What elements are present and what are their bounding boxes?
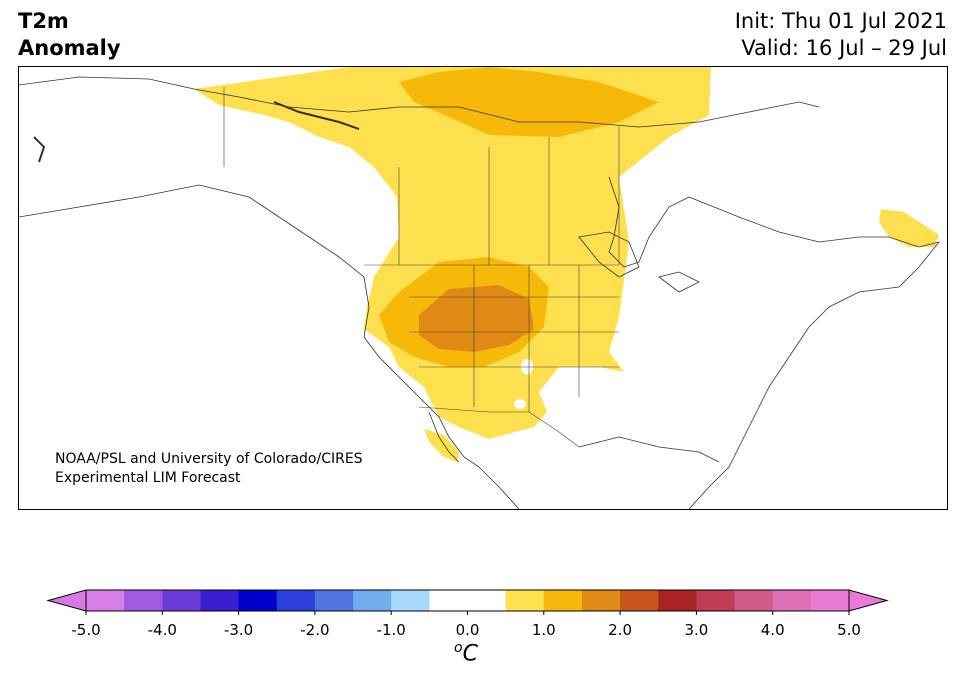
colorbar-tick-label: -1.0: [377, 621, 406, 639]
colorbar-tick-label: -4.0: [148, 621, 177, 639]
colorbar-tick-label: 5.0: [837, 621, 861, 639]
northern-rivers: [33, 101, 360, 163]
colorbar-segment: [314, 590, 354, 611]
anomaly-fill-us-hot: [419, 285, 534, 352]
colorbar-segment: [658, 590, 697, 611]
colorbar-tick-label: 0.0: [456, 621, 480, 639]
colorbar-tick-label: 3.0: [684, 621, 708, 639]
colorbar-segment: [467, 590, 507, 611]
unit-degree: o: [454, 640, 463, 656]
colorbar-segment: [810, 590, 850, 611]
valid-period: Valid: 16 Jul – 29 Jul: [741, 36, 947, 60]
coastlines: [19, 76, 941, 509]
colorbar-segment: [734, 590, 774, 611]
colorbar-segment: [200, 590, 240, 611]
colorbar: -5.0 -4.0 -3.0 -2.0 -1.0 0.0 1.0 2.0 3.0 4.0 5.0: [0, 580, 959, 680]
colorbar-segment: [238, 590, 278, 611]
colorbar-segment: [162, 590, 201, 611]
colorbar-segment: [772, 590, 812, 611]
colorbar-extend-high: [848, 589, 889, 612]
unit-letter: C: [462, 641, 478, 667]
colorbar-tick-label: 2.0: [608, 621, 632, 639]
anomaly-fills: [194, 67, 939, 462]
colorbar-segment: [429, 590, 468, 611]
anomaly-map: [18, 66, 948, 510]
credit-line-1: NOAA/PSL and University of Colorado/CIRE…: [55, 451, 363, 467]
credit-text: NOAA/PSL and University of Colorado/CIRE…: [55, 450, 363, 488]
political-borders: [223, 87, 620, 448]
borders-canadian-provinces: [398, 127, 620, 265]
colorbar-segment: [505, 590, 545, 611]
colorbar-segment: [620, 590, 659, 611]
colorbar-svg: -5.0 -4.0 -3.0 -2.0 -1.0 0.0 1.0 2.0 3.0 4.0 5.0: [46, 589, 889, 639]
credit-line-2: Experimental LIM Forecast: [55, 470, 241, 486]
colorbar-segment: [696, 590, 736, 611]
river-alaska: [33, 136, 46, 163]
colorbar-tick-label: -5.0: [71, 621, 100, 639]
colorbar-segment: [276, 590, 316, 611]
colorbar-segment: [581, 590, 621, 611]
anomaly-fill-canada-light: [194, 67, 711, 439]
colorbar-tick-label: 4.0: [761, 621, 785, 639]
anomaly-fill-labrador: [879, 209, 939, 247]
colorbar-extend-low: [46, 589, 87, 612]
colorbar-tick-label: -2.0: [300, 621, 329, 639]
coastline-hudson-bay: [608, 176, 690, 268]
colorbar-segment: [391, 590, 430, 611]
coastline-pacific: [19, 184, 520, 509]
colorbar-segment: [124, 590, 163, 611]
coastline-atlantic: [688, 196, 941, 509]
coastline-gulf: [578, 436, 720, 463]
coastline-baja: [428, 411, 460, 463]
variable-title: T2m: [18, 9, 69, 33]
river-mackenzie: [273, 101, 360, 130]
colorbar-segment: [543, 590, 583, 611]
init-date: Init: Thu 01 Jul 2021: [734, 9, 947, 33]
colorbar-unit: oC: [454, 640, 478, 666]
anomaly-fill-arctic: [399, 67, 659, 137]
title-block: T2m Anomaly: [18, 8, 121, 62]
map-canvas: [19, 67, 941, 509]
colorbar-segment: [353, 590, 392, 611]
coastline-alaska-arctic: [19, 76, 820, 128]
colorbar-segment: [86, 590, 125, 611]
colorbar-tick-label: 1.0: [532, 621, 556, 639]
coastline-great-lakes: [578, 231, 700, 293]
date-block: Init: Thu 01 Jul 2021 Valid: 16 Jul – 29…: [735, 8, 947, 62]
borders-us-states: [409, 265, 619, 412]
anomaly-subtitle: Anomaly: [18, 36, 121, 60]
colorbar-tick-label: -3.0: [224, 621, 253, 639]
anomaly-fill-spot-2: [514, 399, 526, 409]
